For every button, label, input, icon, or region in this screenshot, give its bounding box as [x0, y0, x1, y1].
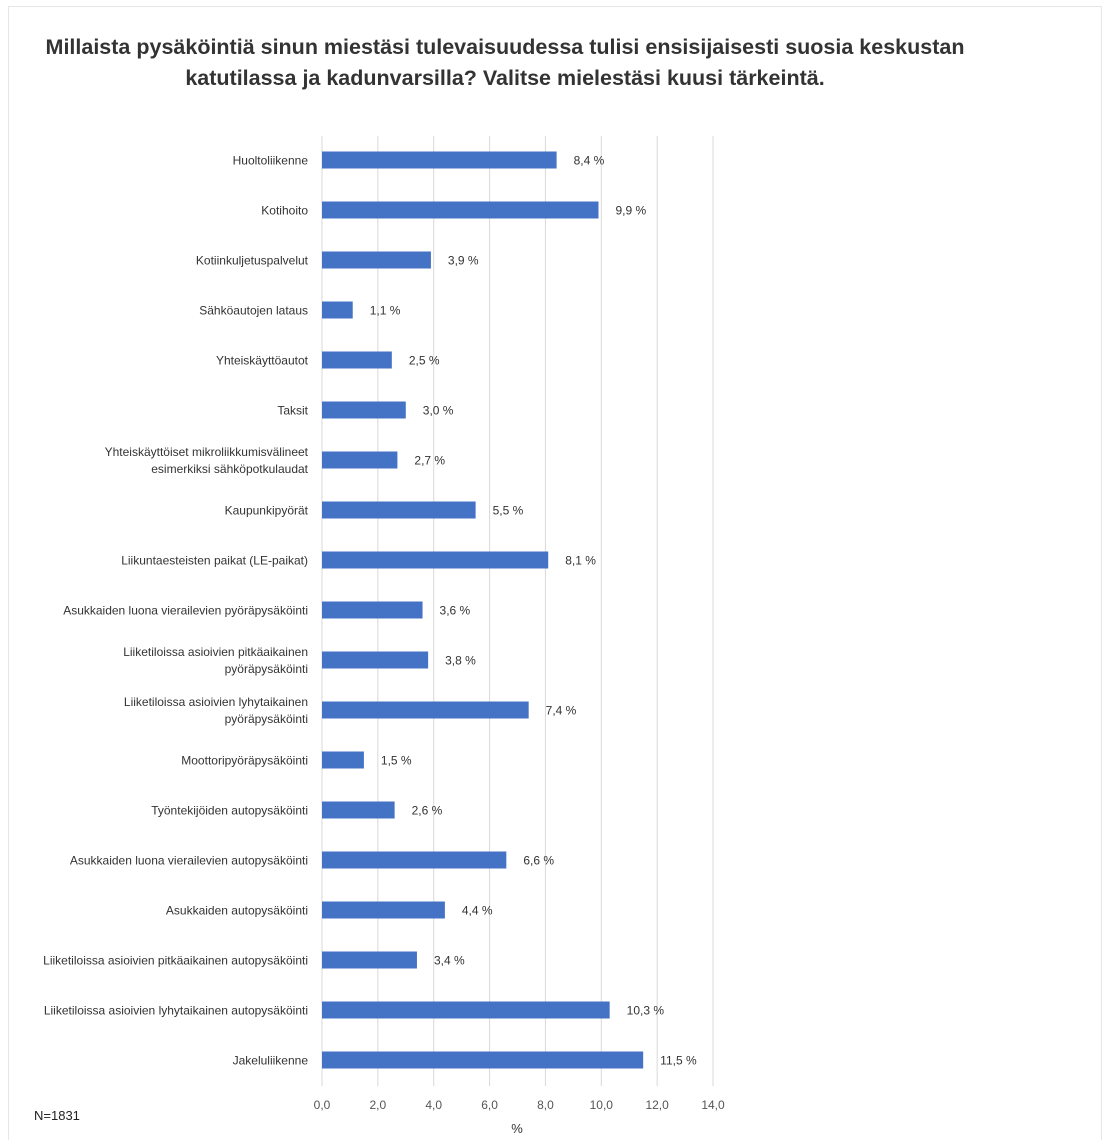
- bar: [322, 351, 392, 369]
- data-label: 8,4 %: [574, 154, 605, 168]
- category-label: Liiketiloissa asioivien lyhytaikainen: [124, 695, 308, 709]
- category-label: Kaupunkipyörät: [225, 504, 309, 518]
- data-label: 8,1 %: [565, 554, 596, 568]
- bar: [322, 951, 417, 969]
- category-label: pyöräpysäköinti: [225, 712, 308, 726]
- category-label: Liiketiloissa asioivien pitkäaikainen: [123, 645, 308, 659]
- category-label: Asukkaiden autopysäköinti: [166, 904, 308, 918]
- data-label: 3,0 %: [423, 404, 454, 418]
- bar: [322, 851, 507, 869]
- category-label: pyöräpysäköinti: [225, 662, 308, 676]
- category-label: Sähköautojen lataus: [199, 304, 308, 318]
- data-label: 2,5 %: [409, 354, 440, 368]
- bar: [322, 901, 445, 919]
- category-label: Kotihoito: [261, 204, 308, 218]
- data-label: 10,3 %: [627, 1004, 665, 1018]
- category-label: Liikuntaesteisten paikat (LE-paikat): [121, 554, 308, 568]
- category-label: Yhteiskäyttöiset mikroliikkumisvälineet: [105, 445, 309, 459]
- category-label: esimerkiksi sähköpotkulaudat: [151, 462, 308, 476]
- bar: [322, 701, 529, 719]
- bar: [322, 751, 364, 769]
- data-label: 9,9 %: [615, 204, 646, 218]
- bars: [322, 151, 644, 1069]
- x-tick-label: 6,0: [481, 1098, 498, 1112]
- chart-frame: [8, 6, 1102, 1140]
- data-label: 7,4 %: [546, 704, 577, 718]
- bar: [322, 201, 599, 219]
- data-label: 3,4 %: [434, 954, 465, 968]
- bar: [322, 551, 549, 569]
- category-label: Työntekijöiden autopysäköinti: [151, 804, 308, 818]
- x-tick-label: 14,0: [701, 1098, 725, 1112]
- category-label: Liiketiloissa asioivien pitkäaikainen au…: [43, 954, 308, 968]
- bar: [322, 251, 431, 269]
- bar: [322, 1001, 610, 1019]
- sample-size-note: N=1831: [34, 1108, 80, 1123]
- data-label: 3,6 %: [440, 604, 471, 618]
- x-tick-label: 0,0: [314, 1098, 331, 1112]
- bar: [322, 601, 423, 619]
- category-label: Yhteiskäyttöautot: [216, 354, 309, 368]
- category-label: Liiketiloissa asioivien lyhytaikainen au…: [44, 1004, 308, 1018]
- bar: [322, 501, 476, 519]
- data-label: 3,9 %: [448, 254, 479, 268]
- category-labels: Huoltoliikenne Kotihoito Kotiinkuljetuspal…: [43, 154, 308, 1068]
- data-label: 6,6 %: [523, 854, 554, 868]
- data-label: 3,8 %: [445, 654, 476, 668]
- x-tick-label: 4,0: [425, 1098, 442, 1112]
- bar: [322, 451, 398, 469]
- data-label: 5,5 %: [493, 504, 524, 518]
- category-label: Asukkaiden luona vierailevien autopysäkö…: [70, 854, 308, 868]
- value-labels: 8,4 % 9,9 % 3,9 % 1,1 % 2,5 % 3,0 % 2,7 % 5,5 %…: [370, 154, 697, 1068]
- bar: [322, 801, 395, 819]
- category-label: Moottoripyöräpysäköinti: [181, 754, 308, 768]
- x-tick-label: 10,0: [590, 1098, 614, 1112]
- data-label: 1,1 %: [370, 304, 401, 318]
- data-label: 2,6 %: [412, 804, 443, 818]
- x-tick-label: 8,0: [537, 1098, 554, 1112]
- x-axis-title: %: [511, 1121, 523, 1136]
- bar: [322, 1051, 644, 1069]
- category-label: Kotiinkuljetuspalvelut: [196, 254, 309, 268]
- x-axis-ticks: 0,0 2,0 4,0 6,0 8,0 10,0 12,0 14,0: [314, 1098, 725, 1112]
- category-label: Jakeluliikenne: [233, 1054, 309, 1068]
- bar: [322, 301, 353, 319]
- category-label: Taksit: [277, 404, 308, 418]
- category-label: Asukkaiden luona vierailevien pyöräpysäk…: [63, 604, 308, 618]
- bar: [322, 651, 429, 669]
- data-label: 2,7 %: [414, 454, 445, 468]
- bar: [322, 151, 557, 169]
- category-label: Huoltoliikenne: [233, 154, 309, 168]
- data-label: 1,5 %: [381, 754, 412, 768]
- x-tick-label: 12,0: [645, 1098, 669, 1112]
- x-tick-label: 2,0: [370, 1098, 387, 1112]
- data-label: 11,5 %: [660, 1054, 697, 1068]
- chart-title: Millaista pysäköintiä sinun miestäsi tul…: [45, 35, 965, 90]
- data-label: 4,4 %: [462, 904, 493, 918]
- bar: [322, 401, 406, 419]
